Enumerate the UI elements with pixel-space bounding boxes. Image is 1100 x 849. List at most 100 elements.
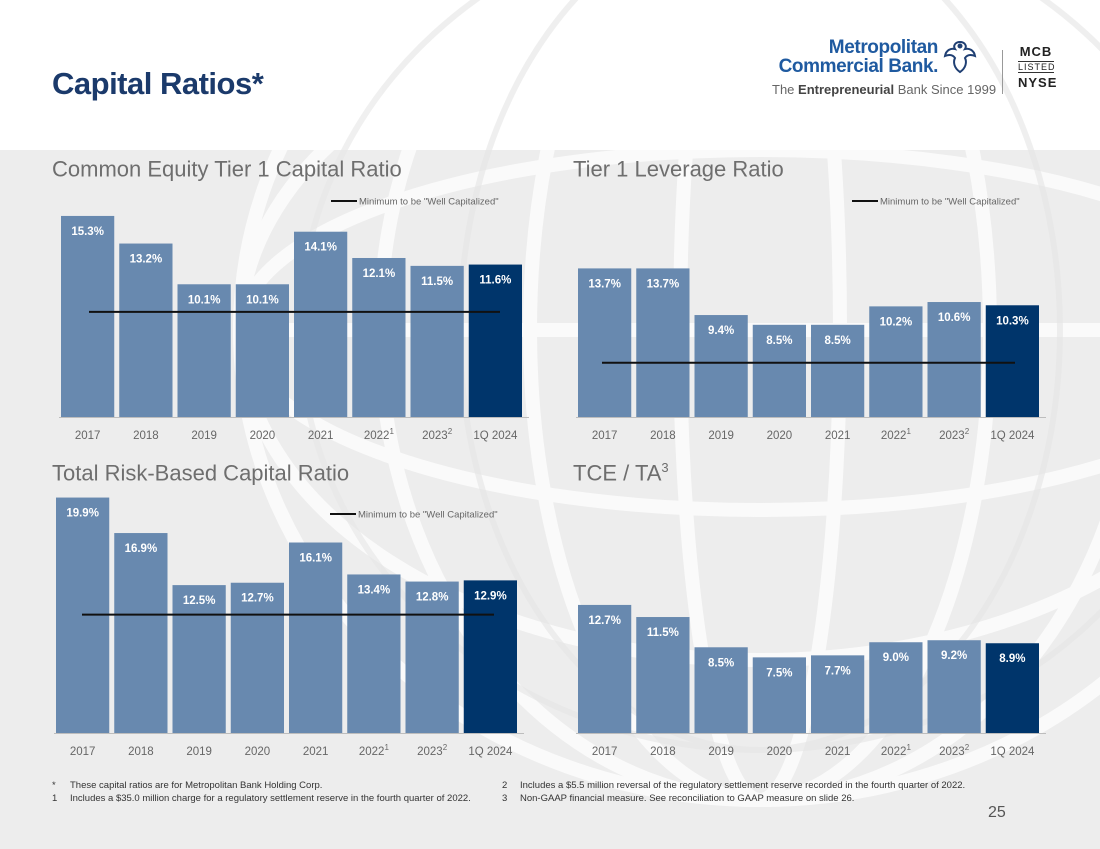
ticker-code: MCB bbox=[1019, 44, 1053, 59]
x-tick-label: 1Q 2024 bbox=[990, 430, 1035, 442]
x-tick-label: 2017 bbox=[592, 746, 618, 758]
chart-title-tce-ta: TCE / TA3 bbox=[573, 460, 669, 486]
bar-2021 bbox=[294, 231, 348, 417]
bar-2022 bbox=[352, 257, 406, 417]
x-tick-label: 2021 bbox=[825, 746, 851, 758]
x-tick-label: 2018 bbox=[650, 746, 676, 758]
x-tick-label: 20221 bbox=[881, 427, 912, 442]
footnote-marker: 2 bbox=[502, 780, 508, 791]
bar-2017 bbox=[61, 215, 115, 417]
ticker-exchange: NYSE bbox=[1018, 75, 1058, 90]
data-label: 12.7% bbox=[241, 593, 274, 605]
footnote-marker: * bbox=[52, 780, 56, 791]
x-tick-label: 20232 bbox=[939, 427, 970, 442]
chart-title-text: Common Equity Tier 1 Capital Ratio bbox=[52, 156, 402, 182]
x-tick-label: 2018 bbox=[128, 746, 154, 758]
bar-2019 bbox=[694, 647, 748, 733]
data-label: 12.1% bbox=[363, 268, 396, 280]
legend-label: Minimum to be "Well Capitalized" bbox=[358, 510, 498, 521]
data-label: 12.9% bbox=[474, 590, 507, 602]
tick-superscript: 2 bbox=[965, 743, 970, 752]
data-label: 7.5% bbox=[766, 667, 792, 679]
chart-title-text: TCE / TA bbox=[573, 460, 662, 486]
x-tick-label: 20232 bbox=[417, 743, 448, 758]
page-number: 25 bbox=[988, 804, 1006, 821]
data-label: 11.5% bbox=[647, 627, 679, 639]
data-label: 19.9% bbox=[66, 508, 99, 520]
bar-2022 bbox=[869, 642, 923, 733]
cet1-bar-chart: 15.3% 2017 13.2% 2018 10.1% 2019 10.1% 2020 14.1… bbox=[59, 197, 529, 442]
bar-2019 bbox=[177, 284, 231, 417]
data-label: 15.3% bbox=[71, 226, 104, 238]
x-tick-label: 20232 bbox=[422, 427, 453, 442]
x-tick-label: 2021 bbox=[825, 430, 851, 442]
tagline-bold: Entrepreneurial bbox=[798, 82, 895, 97]
bar-2019 bbox=[694, 315, 748, 417]
x-tick-label: 2017 bbox=[70, 746, 96, 758]
x-tick-label: 1Q 2024 bbox=[990, 746, 1035, 758]
x-tick-label: 2019 bbox=[708, 746, 734, 758]
x-tick-label: 20221 bbox=[881, 743, 912, 758]
tce-ta-bar-chart: 12.7% 2017 11.5% 2018 8.5% 2019 7.5% 2020 7.7% 20… bbox=[576, 604, 1046, 758]
data-label: 9.0% bbox=[883, 652, 909, 664]
footnote: 1 Includes a $35.0 million charge for a r… bbox=[52, 793, 471, 804]
legend-label: Minimum to be "Well Capitalized" bbox=[880, 197, 1020, 208]
x-tick-label: 20221 bbox=[359, 743, 390, 758]
bar-2020 bbox=[752, 657, 806, 733]
legend-label: Minimum to be "Well Capitalized" bbox=[359, 197, 499, 208]
tick-superscript: 1 bbox=[906, 743, 911, 752]
tick-superscript: 1 bbox=[389, 427, 394, 436]
tick-superscript: 1 bbox=[906, 427, 911, 436]
tick-superscript: 2 bbox=[443, 743, 448, 752]
chart-title-tier1-leverage: Tier 1 Leverage Ratio bbox=[573, 156, 784, 182]
data-label: 9.4% bbox=[708, 325, 734, 337]
x-tick-label: 2021 bbox=[308, 430, 334, 442]
data-label: 16.9% bbox=[125, 543, 158, 555]
bar-2017 bbox=[578, 604, 632, 733]
bar-2021 bbox=[289, 542, 343, 733]
total-risk-based-bar-chart: 19.9% 2017 16.9% 2018 12.5% 2019 12.7% 2020 16.1… bbox=[54, 497, 524, 758]
data-label: 13.7% bbox=[647, 278, 680, 290]
bar-2023 bbox=[927, 302, 981, 417]
bar-2022 bbox=[869, 306, 923, 417]
bar-2019 bbox=[172, 585, 226, 733]
bar-2018 bbox=[119, 243, 173, 417]
bar-1q-2024 bbox=[985, 305, 1039, 417]
x-tick-label: 20232 bbox=[939, 743, 970, 758]
tagline-post: Bank Since 1999 bbox=[897, 82, 997, 97]
data-label: 8.5% bbox=[708, 657, 734, 669]
chart-title-cet1: Common Equity Tier 1 Capital Ratio bbox=[52, 156, 402, 182]
bar-2018 bbox=[114, 533, 168, 733]
x-tick-label: 2018 bbox=[650, 430, 676, 442]
x-tick-label: 2019 bbox=[708, 430, 734, 442]
data-label: 10.6% bbox=[938, 312, 971, 324]
tick-superscript: 1 bbox=[384, 743, 389, 752]
data-label: 10.1% bbox=[246, 294, 279, 306]
chart-title-total-risk-based: Total Risk-Based Capital Ratio bbox=[52, 460, 349, 486]
footnote: * These capital ratios are for Metropolit… bbox=[52, 780, 322, 791]
chart-title-sup: 3 bbox=[661, 460, 669, 475]
logo-wordmark: Metropolitan Commercial Bank. bbox=[770, 38, 939, 76]
tick-superscript: 2 bbox=[965, 427, 970, 436]
data-label: 12.7% bbox=[588, 615, 621, 627]
data-label: 8.9% bbox=[999, 653, 1025, 665]
footnote-marker: 3 bbox=[502, 793, 508, 804]
data-label: 12.8% bbox=[416, 592, 449, 604]
logo-tagline: The Entrepreneurial Bank Since 1999 bbox=[772, 82, 996, 97]
data-label: 13.4% bbox=[358, 584, 391, 596]
data-label: 10.1% bbox=[188, 294, 221, 306]
footnote-text: Includes a $35.0 million charge for a re… bbox=[70, 793, 471, 804]
company-logo: Metropolitan Commercial Bank. The Entrep… bbox=[770, 38, 1070, 104]
bar-2018 bbox=[636, 617, 690, 733]
x-tick-label: 2019 bbox=[191, 430, 217, 442]
footnote-text: Non-GAAP financial measure. See reconcil… bbox=[520, 793, 855, 804]
tier1-leverage-bar-chart: 13.7% 2017 13.7% 2018 9.4% 2019 8.5% 2020 8.5% 20… bbox=[576, 197, 1046, 442]
data-label: 11.6% bbox=[479, 275, 511, 287]
footnote: 3 Non-GAAP financial measure. See reconci… bbox=[502, 793, 854, 804]
data-label: 10.3% bbox=[996, 315, 1029, 327]
bar-2022 bbox=[347, 574, 401, 733]
x-tick-label: 1Q 2024 bbox=[468, 746, 513, 758]
data-label: 8.5% bbox=[766, 335, 792, 347]
bar-2017 bbox=[578, 268, 632, 417]
data-label: 13.2% bbox=[130, 254, 163, 266]
